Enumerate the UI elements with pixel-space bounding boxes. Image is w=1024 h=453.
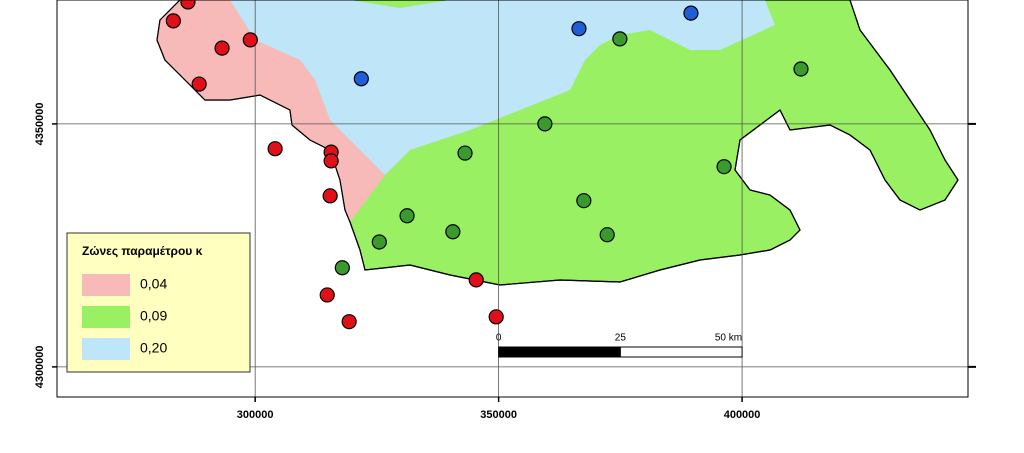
station bbox=[267, 141, 283, 157]
zone-pink bbox=[157, 0, 385, 222]
scale-segment bbox=[619, 346, 743, 358]
legend-swatch bbox=[82, 306, 130, 328]
station bbox=[353, 71, 369, 87]
scale-segment bbox=[498, 346, 621, 358]
legend-swatch bbox=[82, 274, 130, 296]
x-tick-label: 350000 bbox=[480, 409, 517, 421]
station bbox=[599, 227, 615, 243]
station bbox=[576, 193, 592, 209]
frame bbox=[56, 0, 969, 398]
grid bbox=[52, 0, 976, 402]
zone-blue bbox=[230, 0, 775, 175]
station bbox=[165, 13, 181, 29]
station bbox=[612, 31, 628, 47]
station bbox=[242, 32, 258, 48]
scale-label: 25 bbox=[615, 333, 627, 344]
scale-label: 0 bbox=[496, 333, 502, 344]
station bbox=[716, 159, 732, 175]
station bbox=[371, 234, 387, 250]
y-tick-label: 4300000 bbox=[34, 345, 46, 388]
coastline bbox=[156, 0, 959, 286]
station bbox=[399, 208, 415, 224]
station bbox=[341, 314, 357, 330]
zones bbox=[156, 0, 959, 286]
station bbox=[323, 153, 339, 169]
legend-label: 0,09 bbox=[140, 308, 167, 324]
station bbox=[322, 188, 338, 204]
station bbox=[488, 309, 504, 325]
station bbox=[180, 0, 196, 10]
station bbox=[468, 272, 484, 288]
station bbox=[793, 61, 809, 77]
legend-swatch bbox=[82, 338, 130, 360]
y-tick-label: 4350000 bbox=[34, 102, 46, 145]
stations bbox=[165, 0, 809, 330]
station bbox=[537, 116, 553, 132]
x-tick-label: 300000 bbox=[237, 409, 274, 421]
legend-label: 0,20 bbox=[140, 340, 167, 356]
station bbox=[683, 5, 699, 21]
scale-label: 50 km bbox=[715, 333, 742, 344]
station bbox=[319, 287, 335, 303]
x-tick-label: 400000 bbox=[724, 409, 761, 421]
legend-label: 0,04 bbox=[140, 276, 167, 292]
station bbox=[334, 260, 350, 276]
station bbox=[457, 145, 473, 161]
legend-title: Ζώνες παραμέτρου κ bbox=[82, 244, 203, 258]
station bbox=[214, 40, 230, 56]
station bbox=[571, 21, 587, 37]
legend: Ζώνες παραμέτρου κ 0,04 0,09 0,20 bbox=[66, 232, 251, 373]
station bbox=[445, 224, 461, 240]
scale-bar: 0 25 50 km bbox=[496, 333, 743, 358]
station bbox=[191, 76, 207, 92]
